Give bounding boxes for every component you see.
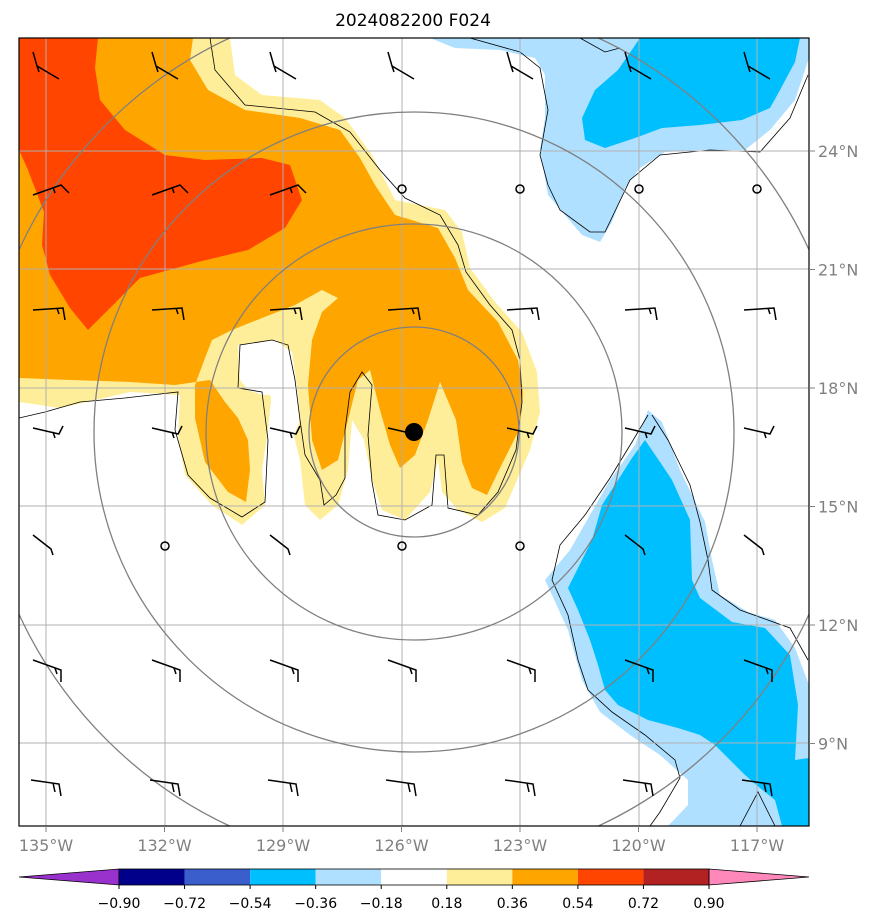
wind-barb [149, 779, 181, 797]
wind-barb [743, 51, 771, 80]
lat-tick-label: 21°N [818, 261, 858, 280]
longitude-axis: 135°W 132°W 129°W 126°W 123°W 120°W 117°W [19, 826, 785, 855]
wind-barb [743, 659, 773, 682]
colorbar-bin [643, 869, 709, 885]
wind-barb [506, 425, 538, 439]
wind-barb [151, 659, 181, 682]
wind-barb [743, 534, 765, 556]
wind-barb [269, 534, 291, 556]
calm-wind-circles [160, 184, 762, 551]
wind-barb [387, 659, 417, 682]
lat-tick-label: 18°N [818, 379, 858, 398]
wind-barb [32, 659, 62, 682]
storm-center-marker [405, 423, 423, 441]
wind-barb [32, 534, 54, 556]
map-frame [18, 37, 810, 827]
wind-barb [32, 425, 64, 439]
wind-barb [624, 659, 654, 682]
wind-barb [743, 425, 775, 439]
wind-barb [32, 51, 60, 80]
colorbar-bin [446, 869, 513, 885]
colorbar-level-label: 0.72 [628, 896, 659, 912]
lon-tick-label: 132°W [137, 836, 192, 855]
colorbar-bin [250, 869, 316, 885]
contour-fill-blue-se [568, 440, 809, 826]
wind-barb [504, 779, 536, 797]
colorbar-level-label: 0.36 [497, 896, 528, 912]
map-area [19, 38, 809, 826]
lat-tick-label: 24°N [818, 142, 858, 161]
lon-tick-label: 120°W [611, 836, 666, 855]
lon-tick-label: 129°W [256, 836, 311, 855]
wind-barb [30, 779, 62, 797]
colorbar-level-label: −0.72 [163, 896, 206, 912]
wind-barb [269, 51, 297, 80]
lon-tick-label: 135°W [19, 836, 74, 855]
wind-barb [151, 307, 185, 321]
wind-barb [387, 51, 415, 80]
colorbar-level-label: 0.18 [431, 896, 462, 912]
thin-contour-line-se [551, 414, 809, 826]
colorbar-bin [184, 869, 251, 885]
lat-tick-label: 9°N [818, 735, 848, 754]
colorbar [18, 868, 810, 886]
colorbar-level-label: −0.36 [294, 896, 337, 912]
latitude-axis: 24°N 21°N 18°N 15°N 12°N 9°N [809, 142, 858, 754]
colorbar-level-label: −0.90 [98, 896, 141, 912]
wind-barb [622, 779, 654, 797]
wind-barb [269, 659, 299, 682]
colorbar-level-label: 0.90 [693, 896, 724, 912]
colorbar-bin [577, 869, 644, 885]
wind-barb [32, 184, 70, 196]
colorbar-bin [119, 869, 185, 885]
colorbar-frame [118, 868, 710, 886]
colorbar-level-label: −0.54 [229, 896, 272, 912]
wind-barb [151, 184, 189, 196]
thin-contour-line [19, 38, 523, 521]
wind-barb [269, 425, 301, 439]
wind-barb [624, 534, 646, 556]
colorbar-over-arrow [708, 868, 810, 886]
colorbar-bin [512, 869, 578, 885]
wind-barb [387, 307, 421, 321]
wind-barb [624, 425, 656, 439]
contour-fill-red-orange [19, 38, 302, 330]
contour-fill-blue-ne [582, 38, 800, 148]
wind-barb [624, 51, 652, 80]
colorbar-under-arrow [18, 868, 120, 886]
colorbar-level-label: −0.18 [360, 896, 403, 912]
wind-barb [743, 307, 777, 321]
lon-tick-label: 123°W [493, 836, 548, 855]
wind-barb [151, 51, 179, 80]
colorbar-bin [381, 869, 447, 885]
wind-barb [269, 307, 303, 321]
wind-barb [267, 779, 299, 797]
lat-tick-label: 15°N [818, 498, 858, 517]
lat-tick-label: 12°N [818, 616, 858, 635]
wind-barb [741, 779, 773, 797]
colorbar-labels: −0.90 −0.72 −0.54 −0.36 −0.18 0.18 0.36 0.54 0.7… [98, 885, 725, 912]
wind-barbs [30, 51, 777, 797]
map-title: 2024082200 F024 [335, 11, 491, 31]
lon-tick-label: 117°W [730, 836, 785, 855]
wind-barb [269, 184, 307, 196]
wind-barb [385, 779, 417, 797]
wind-barb [506, 51, 534, 80]
contour-fill-white-gap [238, 340, 300, 440]
colorbar-bin [315, 869, 382, 885]
colorbar-level-label: 0.54 [562, 896, 593, 912]
range-rings [19, 38, 809, 826]
wind-barb [506, 307, 540, 321]
wind-barb [506, 659, 536, 682]
lon-tick-label: 126°W [374, 836, 429, 855]
wind-barb [32, 307, 66, 321]
wind-barb [624, 307, 658, 321]
wind-barb [151, 425, 183, 439]
